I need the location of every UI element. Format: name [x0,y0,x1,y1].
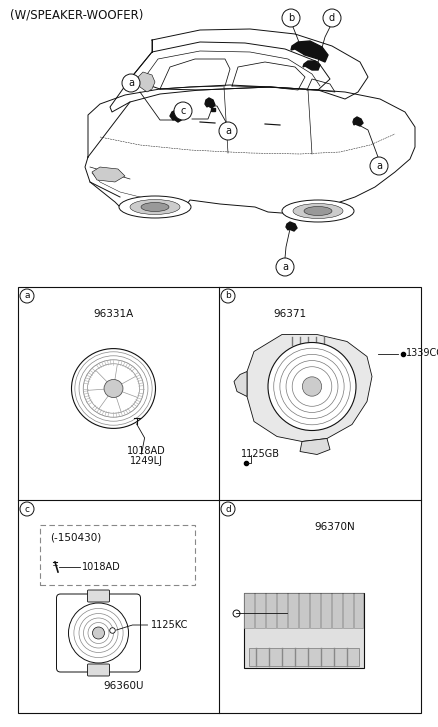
Text: 1339CC: 1339CC [405,348,438,358]
Polygon shape [352,117,362,126]
Text: 96360U: 96360U [103,681,144,691]
Circle shape [322,9,340,27]
Text: d: d [225,505,230,513]
Bar [309,593,319,628]
Text: (-150430): (-150430) [50,533,101,543]
Bar [244,593,363,668]
Bar [331,593,341,628]
Text: d: d [328,13,334,23]
Polygon shape [170,110,183,122]
Ellipse shape [141,203,169,212]
Bar [320,593,330,628]
Bar [244,593,254,628]
Polygon shape [299,438,329,454]
Text: (W/SPEAKER-WOOFER): (W/SPEAKER-WOOFER) [10,9,143,22]
Text: 96331A: 96331A [93,309,133,319]
Bar [18,287,420,713]
Polygon shape [247,334,371,441]
Text: a: a [281,262,287,272]
Bar [287,593,297,628]
Bar [353,593,363,628]
Text: a: a [128,78,134,88]
Circle shape [220,289,234,303]
Circle shape [122,74,140,92]
Circle shape [173,102,191,120]
Text: 1018AD: 1018AD [127,446,166,456]
Polygon shape [211,108,215,111]
Polygon shape [138,72,155,92]
Bar [276,593,286,628]
Circle shape [20,502,34,516]
Text: b: b [287,13,293,23]
Circle shape [220,502,234,516]
Bar [248,648,358,666]
Text: a: a [375,161,381,171]
FancyBboxPatch shape [87,590,109,602]
Text: 96370N: 96370N [314,522,355,532]
Polygon shape [205,98,215,108]
Polygon shape [92,167,125,182]
Text: 1125GB: 1125GB [240,449,279,459]
Circle shape [267,342,355,430]
Ellipse shape [119,196,191,218]
Circle shape [92,627,104,639]
Text: b: b [225,292,230,300]
Text: 1249LJ: 1249LJ [130,456,162,466]
Text: a: a [225,126,230,136]
Text: 1018AD: 1018AD [82,562,120,572]
Circle shape [281,9,299,27]
Ellipse shape [104,379,123,398]
Text: a: a [24,292,30,300]
Ellipse shape [281,200,353,222]
FancyBboxPatch shape [87,664,109,676]
Polygon shape [233,371,247,396]
Bar [40,525,194,585]
Circle shape [302,377,321,396]
Bar [266,593,276,628]
Bar [342,593,352,628]
Circle shape [20,289,34,303]
Circle shape [276,258,293,276]
Bar [255,593,265,628]
Circle shape [369,157,387,175]
Polygon shape [290,41,327,62]
Bar [298,593,308,628]
Polygon shape [302,61,319,70]
Text: 1125KC: 1125KC [150,620,187,630]
Text: 96371: 96371 [273,309,306,319]
Ellipse shape [71,349,155,428]
Ellipse shape [292,204,342,219]
Text: c: c [180,106,185,116]
Text: c: c [25,505,29,513]
Ellipse shape [130,199,180,214]
Circle shape [68,603,128,663]
FancyBboxPatch shape [57,594,140,672]
Circle shape [219,122,237,140]
Text: 1337AA: 1337AA [247,608,284,618]
Polygon shape [285,222,297,231]
Ellipse shape [303,206,331,215]
